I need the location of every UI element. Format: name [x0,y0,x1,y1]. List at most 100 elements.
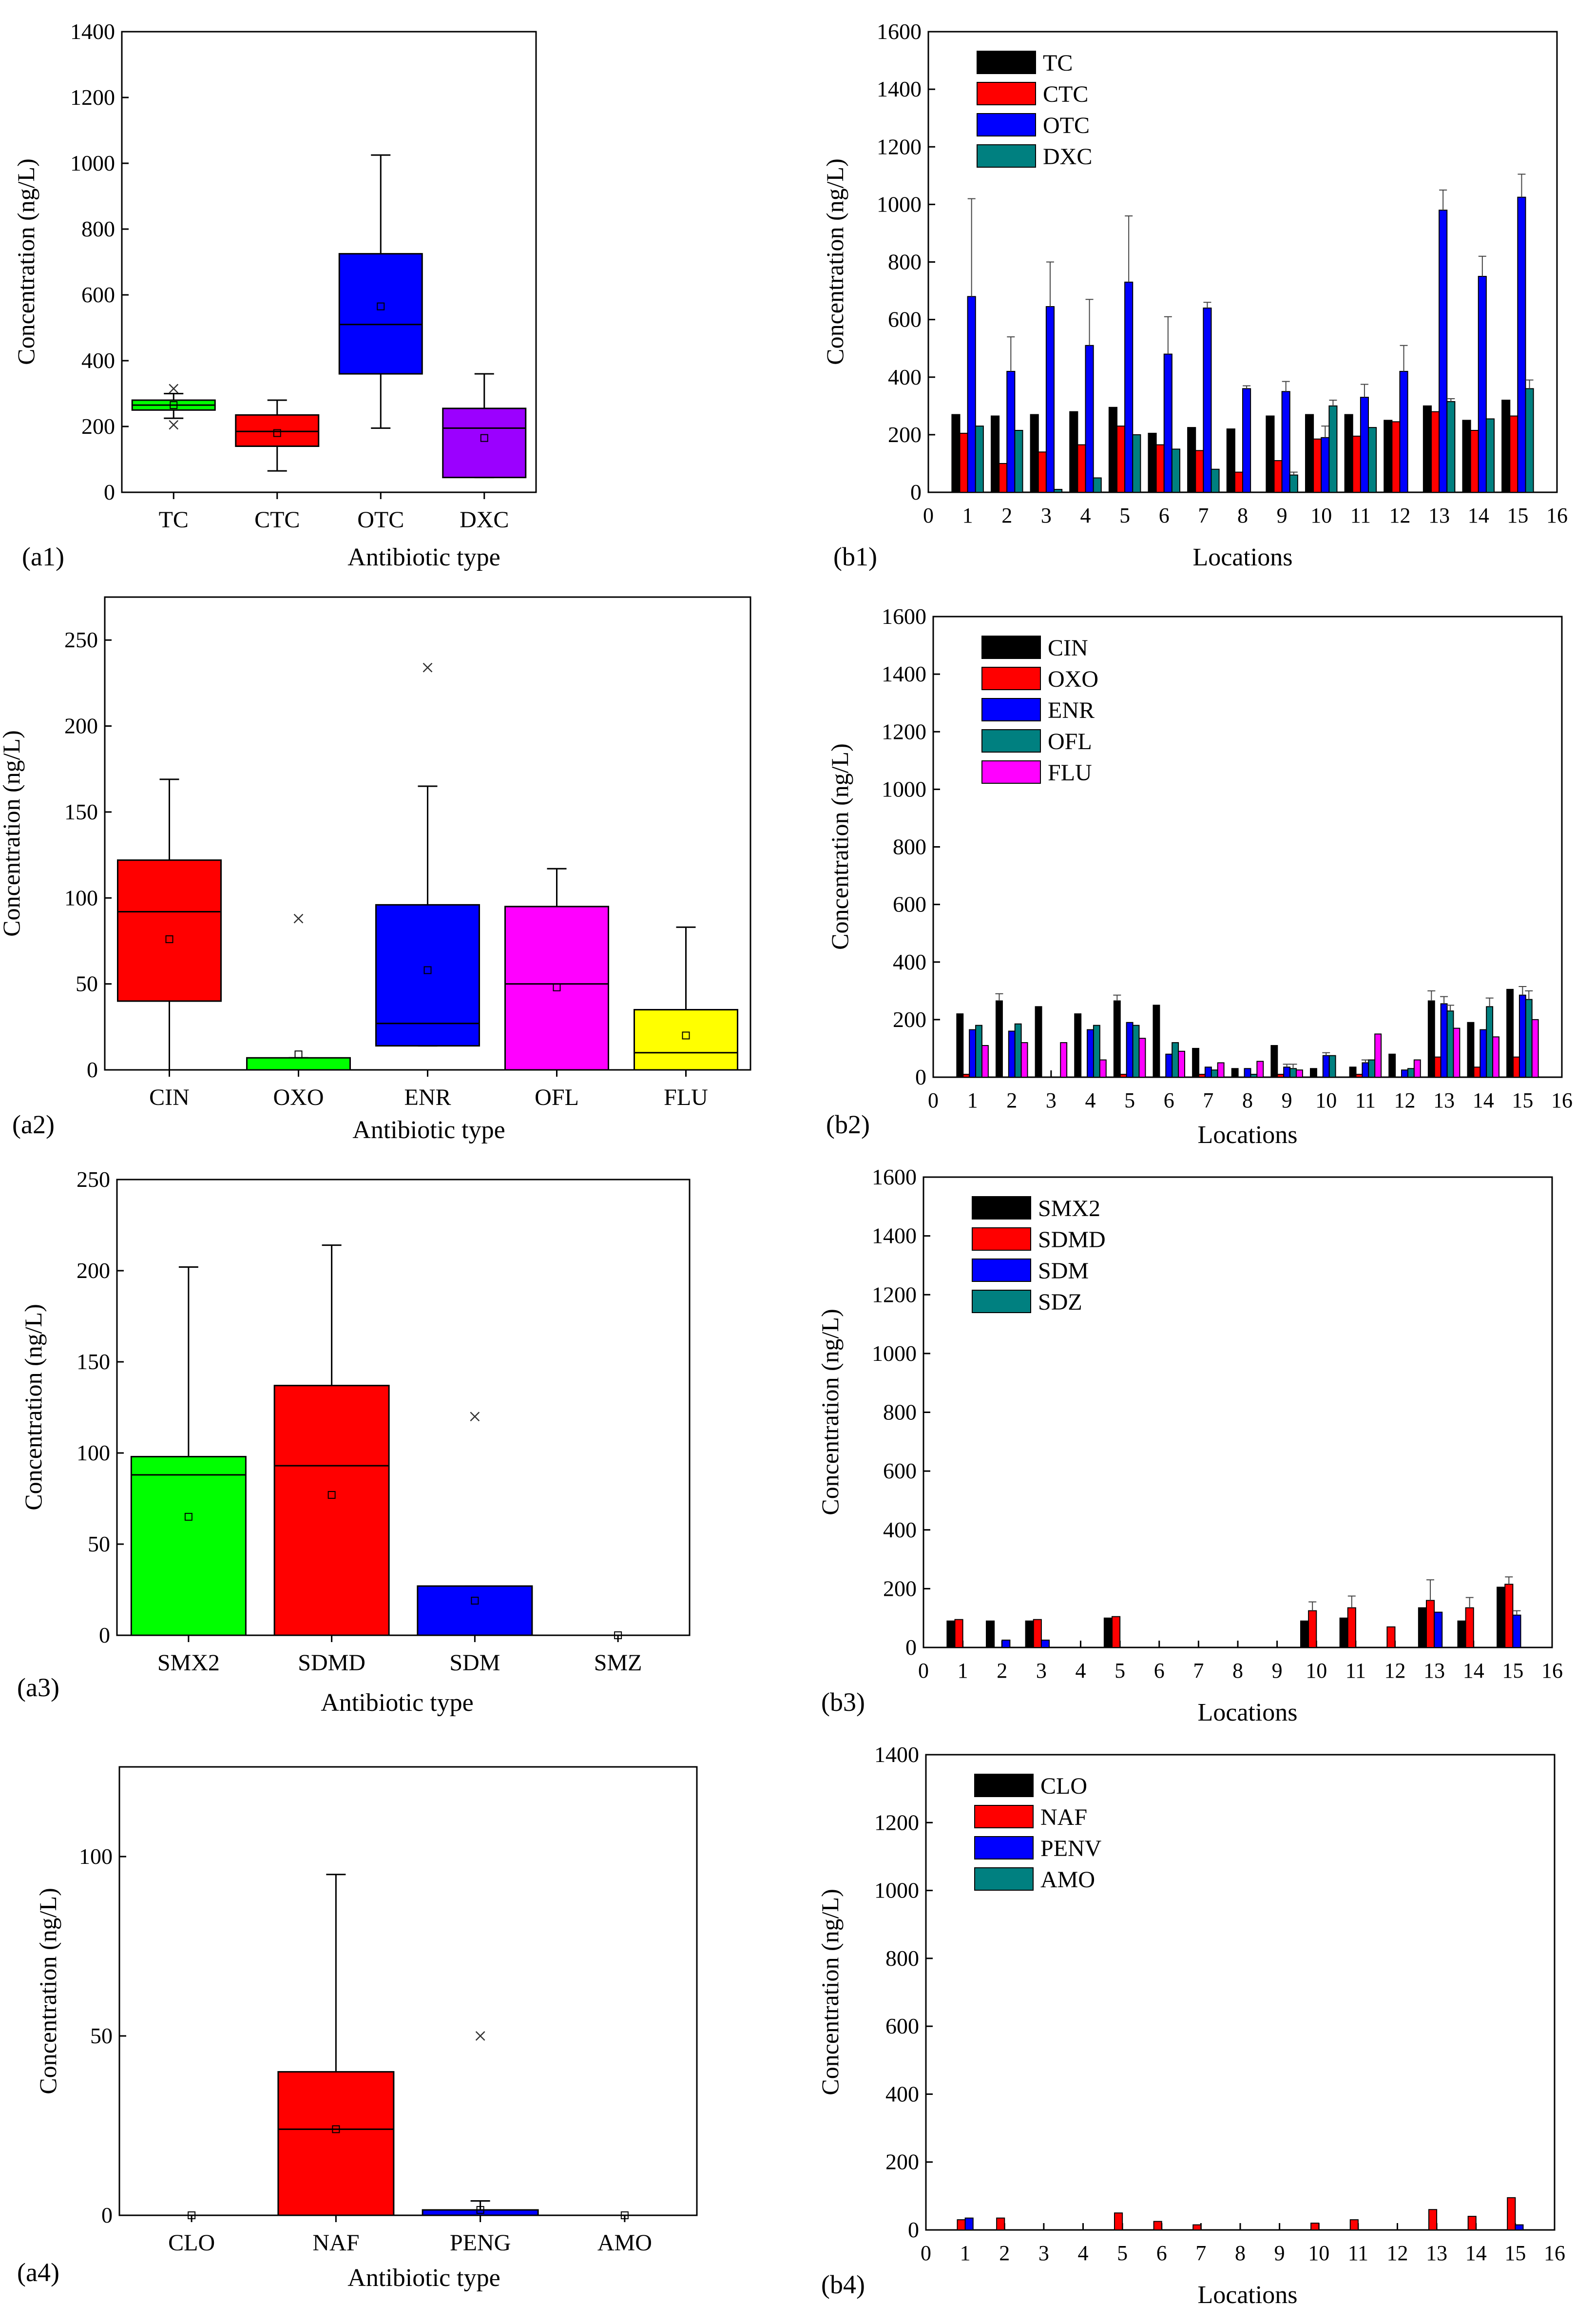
box-mean-marker [471,1596,479,1605]
box-OFL [504,868,609,1071]
bar-SDM-loc15 [1512,1614,1521,1648]
y-tick-label: 1000 [872,1341,917,1366]
bar-OXO-loc11 [1355,1074,1363,1078]
x-tick-label: 9 [1272,1659,1283,1683]
x-tick-label: SDM [449,1650,500,1676]
bar-TC-loc2 [991,415,1000,493]
bar-OFL-loc2 [1014,1023,1022,1078]
chart-a3: 0 50 100 150 200 250 Antibiotic type Concentrat… [17,1167,691,1717]
bar-CTC-loc7 [1195,450,1204,493]
box-mean-marker [165,935,173,943]
box-SMX2 [130,1266,247,1636]
x-tick-label: 13 [1426,2241,1447,2265]
box-DXC [442,373,527,479]
bar-OFL-loc7 [1211,1069,1218,1078]
bar-SMX2-loc11 [1339,1617,1348,1648]
bar-SMX2-loc10 [1300,1620,1309,1648]
bar-CIN-loc9 [1270,1045,1278,1078]
bar-CTC-loc1 [959,432,968,493]
y-tick-label: 600 [893,892,926,917]
bar-CTC-loc3 [1038,451,1047,493]
legend-label-OFL: OFL [1048,729,1092,755]
bar-SMX2-loc2 [986,1620,995,1648]
y-tick-label: 1200 [872,1282,917,1307]
y-tick-label: 1400 [877,77,922,101]
x-tick-label: 14 [1468,504,1489,527]
bar-DXC-loc2 [1014,430,1023,493]
x-tick-label: 14 [1463,1659,1484,1683]
bar-FLU-loc6 [1178,1050,1186,1078]
bar-OXO-loc5 [1119,1074,1127,1078]
x-tick-label: 15 [1507,504,1528,527]
x-tick-label: 3 [1036,1659,1047,1683]
bar-NAF-loc1 [957,2219,966,2230]
y-tick-label: 50 [90,2023,113,2048]
bar-SDM-loc2 [1001,1639,1011,1648]
x-axis-label: Locations [1197,1699,1297,1726]
bar-OFL-loc14 [1486,1006,1494,1078]
x-tick-label: 2 [997,1659,1007,1683]
bar-OTC-loc12 [1399,370,1408,493]
box-iqr [422,2209,539,2216]
bar-SDM-loc13 [1434,1611,1443,1648]
bar-CIN-loc5 [1113,1000,1121,1078]
box-mean-marker [480,434,488,442]
bar-SMX2-loc13 [1418,1607,1427,1648]
legend-swatch-SMX2 [972,1196,1031,1220]
bar-OTC-loc11 [1360,397,1369,493]
bar-DXC-loc4 [1093,477,1102,493]
box-mean-marker [273,429,281,437]
bar-OXO-loc14 [1473,1066,1481,1078]
bar-TC-loc6 [1148,432,1157,493]
bar-ENR-loc7 [1204,1066,1212,1078]
bar-TC-loc11 [1344,414,1353,493]
x-tick-label: 4 [1078,2241,1089,2265]
box-iqr [117,859,222,1002]
y-tick-label: 1200 [70,85,115,110]
x-axis-label: Locations [1192,543,1292,571]
y-tick-label: 400 [893,949,926,974]
x-tick-label: PENG [450,2230,511,2256]
x-tick-label: 4 [1080,504,1091,527]
bar-CTC-loc15 [1509,415,1518,493]
x-tick-label: 10 [1306,1659,1327,1683]
legend-swatch-AMO [974,1867,1034,1891]
x-tick-label: 1 [962,504,973,527]
bar-SMX2-loc3 [1025,1620,1034,1648]
x-axis-label: Locations [1197,2281,1297,2309]
bar-FLU-loc11 [1374,1033,1382,1078]
bar-OTC-loc14 [1478,276,1487,493]
y-tick-label: 150 [64,799,98,824]
panel-label: (a1) [22,542,64,571]
box-mean-marker [423,966,432,974]
bar-DXC-loc14 [1485,418,1495,493]
x-tick-label: 13 [1423,1659,1445,1683]
legend-label-TC: TC [1043,50,1073,76]
x-tick-label: 10 [1310,504,1332,527]
bar-CIN-loc8 [1231,1068,1239,1078]
y-tick-label: 1400 [872,1223,917,1248]
bar-DXC-loc6 [1171,448,1180,493]
bar-CTC-loc2 [999,463,1008,493]
y-tick-label: 1000 [882,776,926,801]
chart-a1: 0 200 400 600 800 1000 1200 1400 Antibiotic type… [12,19,537,571]
x-tick-label: 14 [1473,1088,1494,1112]
x-tick-label: AMO [597,2230,652,2256]
x-tick-label: 15 [1504,2241,1526,2265]
legend-label-DXC: DXC [1043,144,1092,170]
y-tick-label: 600 [888,307,922,332]
outlier-marker [470,1412,480,1422]
bar-OTC-loc15 [1517,196,1526,493]
bar-ENR-loc14 [1480,1029,1487,1078]
x-tick-label: 3 [1046,1088,1057,1112]
x-tick-label: 0 [928,1088,939,1112]
bar-OFL-loc5 [1132,1025,1140,1078]
bar-FLU-loc9 [1295,1069,1303,1078]
y-axis-label: Concentration (ng/L) [816,1889,844,2095]
x-axis-label: Antibiotic type [321,1689,473,1717]
box-mean-marker [476,2206,484,2214]
bar-ENR-loc15 [1518,994,1526,1078]
bar-FLU-loc15 [1531,1019,1539,1078]
bar-CTC-loc10 [1313,438,1322,493]
